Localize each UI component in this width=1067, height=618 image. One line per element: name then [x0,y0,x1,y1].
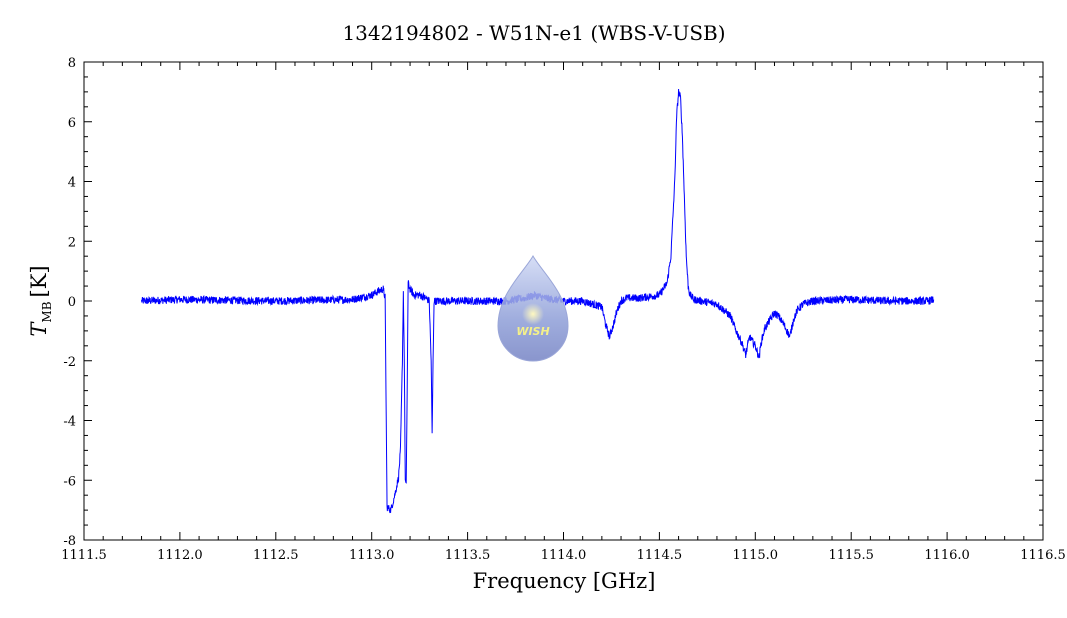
star-glow-icon [522,303,544,325]
x-tick-label: 1115.5 [828,548,874,563]
x-tick-label: 1112.0 [157,548,203,563]
y-tick-label: -4 [63,415,76,430]
x-tick-label: 1112.5 [253,548,299,563]
x-tick-label: 1114.5 [637,548,683,563]
y-tick-label: -8 [63,534,76,549]
y-axis-label-main: T [27,321,51,337]
y-tick-label: 4 [68,176,76,191]
x-tick-label: 1116.0 [924,548,970,563]
x-tick-label: 1115.0 [733,548,779,563]
y-tick-label: 2 [68,235,76,250]
wish-logo-text: WISH [516,325,549,338]
wish-logo: WISH [497,254,569,362]
y-axis-label-unit: [K] [27,265,51,297]
y-tick-label: -2 [63,355,76,370]
x-tick-label: 1116.5 [1020,548,1066,563]
y-tick-label: -6 [63,474,76,489]
chart-title: 1342194802 - W51N-e1 (WBS-V-USB) [342,21,725,45]
y-tick-label: 0 [68,295,76,310]
axes: Frequency [GHz] TMB [K] 1111.5 1112.0 1112.… [27,56,1066,593]
x-tick-label: 1114.0 [541,548,587,563]
y-axis-label: TMB [K] [27,265,54,336]
plot-area [83,61,1044,541]
x-tick-label: 1113.0 [349,548,395,563]
x-axis-label: Frequency [GHz] [473,569,656,593]
y-axis-label-sub: MB [40,301,54,322]
y-tick-label: 8 [68,56,76,71]
y-tick-label: 6 [68,116,76,131]
x-tick-label: 1113.5 [445,548,491,563]
x-tick-label: 1111.5 [61,548,107,563]
